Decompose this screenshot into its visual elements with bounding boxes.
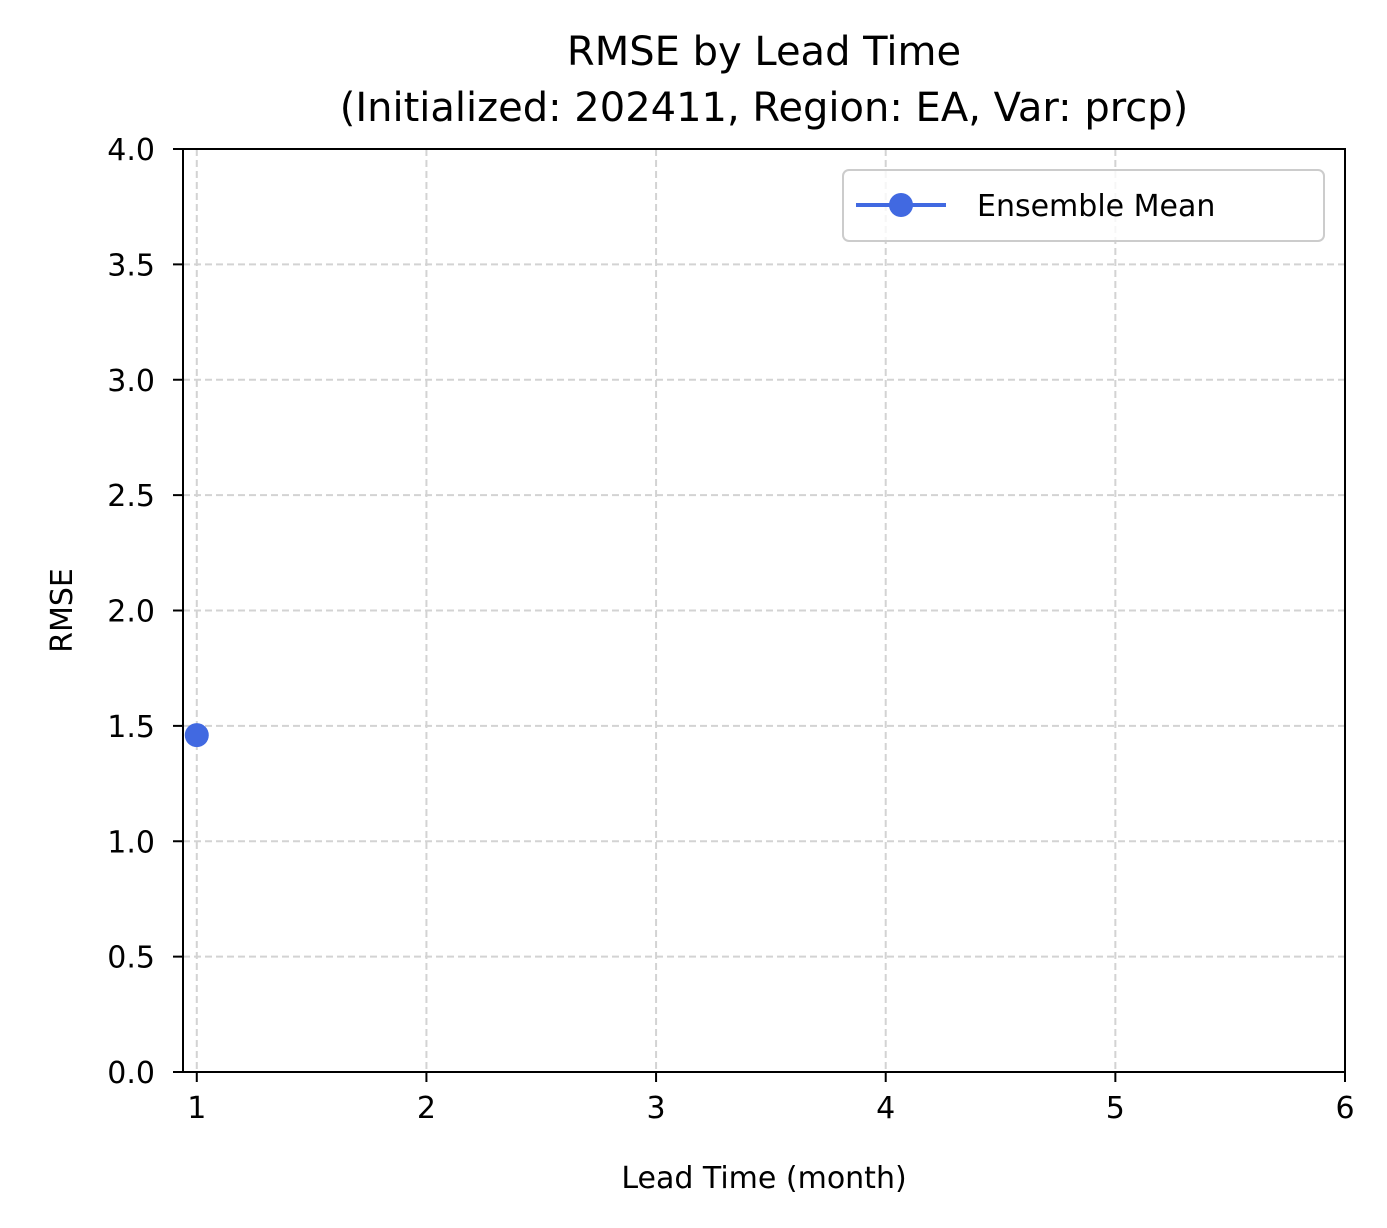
y-tick-label: 3.0 [107, 364, 155, 399]
x-tick-label: 6 [1335, 1091, 1354, 1126]
tick-layer: 1 2 3 4 5 6 0.0 0.5 1.0 1.5 2.0 2.5 3.0 3.5 4.0 [107, 133, 1354, 1126]
data-point [184, 723, 209, 748]
legend-box [842, 169, 1325, 242]
y-tick-label: 1.5 [107, 710, 155, 745]
y-tick-label: 0.5 [107, 941, 155, 976]
x-tick-label: 2 [417, 1091, 436, 1126]
x-tick-label: 4 [876, 1091, 895, 1126]
y-tick-label: 3.5 [107, 248, 155, 283]
chart-subtitle: (Initialized: 202411, Region: EA, Var: p… [339, 85, 1189, 131]
chart-title: RMSE by Lead Time [566, 29, 962, 75]
legend-marker-swatch [889, 193, 913, 217]
x-tick-label: 3 [647, 1091, 666, 1126]
x-tick-label: 5 [1106, 1091, 1125, 1126]
y-tick-label: 0.0 [107, 1056, 155, 1091]
legend: Ensemble Mean [842, 169, 1325, 242]
series-layer [184, 723, 209, 748]
y-tick-label: 2.0 [107, 595, 155, 630]
legend-entry-label: Ensemble Mean [977, 189, 1215, 224]
y-tick-label: 4.0 [107, 133, 155, 168]
plot-frame [182, 148, 1346, 1073]
x-axis-label: Lead Time (month) [621, 1161, 906, 1196]
y-tick-label: 2.5 [107, 479, 155, 514]
y-tick-label: 1.0 [107, 825, 155, 860]
grid-layer [183, 148, 1346, 1073]
y-axis-label: RMSE [45, 568, 80, 653]
x-tick-label: 1 [187, 1091, 206, 1126]
